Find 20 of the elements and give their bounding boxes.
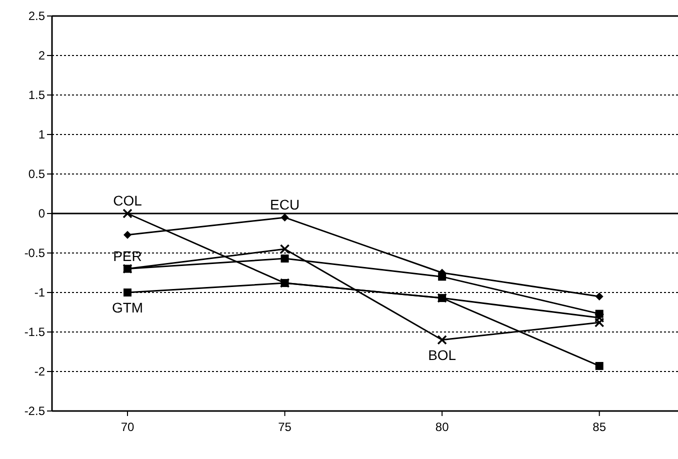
y-tick-label: 0.5 <box>28 167 46 182</box>
x-tick-label: 75 <box>278 420 292 434</box>
y-tick-label: -1 <box>34 286 46 300</box>
y-tick-label: 1.5 <box>28 88 46 102</box>
y-tick-label: -0.5 <box>24 246 46 260</box>
y-tick-label: -2 <box>34 364 46 379</box>
annotation: BOL <box>428 346 456 363</box>
annotation: ECU <box>270 196 300 212</box>
y-tick-label: 2 <box>38 48 46 63</box>
x-tick-label: 85 <box>592 420 606 434</box>
annotation: COL <box>113 192 142 208</box>
y-tick-label: 2.5 <box>28 9 46 24</box>
y-tick-label: 1 <box>38 128 46 142</box>
x-tick-label: 70 <box>120 420 134 434</box>
annotation: PER <box>113 248 142 264</box>
y-tick-label: -2.5 <box>24 404 46 418</box>
annotation: GTM <box>112 300 144 316</box>
y-tick-label: 0 <box>38 206 46 221</box>
x-tick-label: 80 <box>435 420 450 434</box>
y-tick-label: -1.5 <box>24 325 46 340</box>
